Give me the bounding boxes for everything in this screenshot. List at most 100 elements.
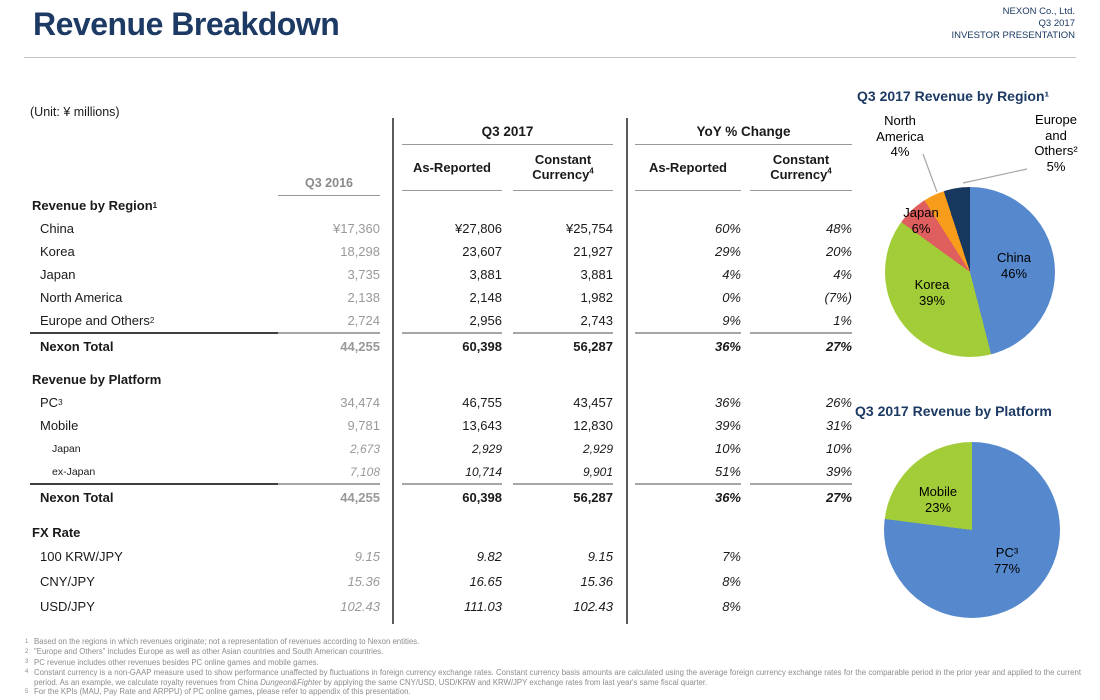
cell-as-reported: 13,643 <box>462 418 502 433</box>
cell-yoy-as-reported: 60% <box>714 221 741 236</box>
cell-yoy-constant-currency: 31% <box>825 418 852 433</box>
section-title: Revenue by Region 1 <box>32 198 158 213</box>
cell-constant-currency: 2,743 <box>580 313 613 328</box>
footnote-text: For the KPIs (MAU, Pay Rate and ARPPU) o… <box>34 687 411 697</box>
row-label: China <box>40 221 74 236</box>
cell-yoy-as-reported: 51% <box>714 464 741 479</box>
table-row-north-america: North America 2,138 2,148 1,982 0% (7%) <box>30 286 852 309</box>
cell-constant-currency: 56,287 <box>513 483 613 509</box>
footnote-text: "Europe and Others" includes Europe as w… <box>34 647 384 657</box>
cell-yoy-constant-currency <box>750 544 852 569</box>
col-header-text: Constant <box>534 152 592 167</box>
header-divider <box>24 57 1076 58</box>
cell-constant-currency: 15.36 <box>580 574 613 589</box>
col-header-text: As-Reported <box>412 159 491 175</box>
footnote: 3 PC revenue includes other revenues bes… <box>25 658 1081 668</box>
table-row-cny-jpy: CNY/JPY 15.36 16.65 15.36 8% <box>30 569 852 594</box>
section-header-fx-rate: FX Rate <box>30 521 852 544</box>
cell-as-reported: 3,881 <box>469 267 502 282</box>
row-label: Nexon Total <box>30 483 278 509</box>
cell-as-reported: 9.82 <box>476 549 502 564</box>
table-row-europe-others: Europe and Others 2 2,724 2,956 2,743 9% … <box>30 309 852 332</box>
cell-as-reported: ¥27,806 <box>455 221 502 236</box>
group-header-row: Q3 2017 YoY % Change <box>30 118 852 145</box>
table-row-nexon-total-platform: Nexon Total 44,255 60,398 56,287 36% 27% <box>30 483 852 507</box>
cell-as-reported: 16.65 <box>469 574 502 589</box>
row-label: Mobile <box>40 418 79 433</box>
footnote: 2 "Europe and Others" includes Europe as… <box>25 647 1081 657</box>
pie-label-korea: Korea 39% <box>914 277 950 308</box>
cell-yoy-as-reported: 29% <box>714 244 741 259</box>
cell-constant-currency: 9,901 <box>582 464 613 479</box>
cell-as-reported: 60,398 <box>402 483 502 509</box>
footnote-text: PC revenue includes other revenues besid… <box>34 657 319 667</box>
footnotes: 1 Based on the regions in which revenues… <box>25 637 1081 698</box>
table-row-usd-jpy: USD/JPY 102.43 111.03 102.43 8% <box>30 594 852 619</box>
pie-label-japan: Japan 6% <box>903 205 939 236</box>
cell-as-reported: 2,956 <box>469 313 502 328</box>
cell-constant-currency: 1,982 <box>580 290 613 305</box>
cell-constant-currency: 12,830 <box>573 418 613 433</box>
col-header-text: Currency4 <box>770 166 832 182</box>
cell-q3-2016: 18,298 <box>340 244 380 259</box>
unit-label: (Unit: ¥ millions) <box>30 105 120 119</box>
vertical-divider <box>626 118 628 624</box>
cell-yoy-as-reported: 36% <box>635 483 741 509</box>
footnote: 5 For the KPIs (MAU, Pay Rate and ARPPU)… <box>25 687 1081 697</box>
cell-yoy-constant-currency: 39% <box>825 464 852 479</box>
platform-pie-title: Q3 2017 Revenue by Platform <box>855 403 1052 419</box>
cell-q3-2016: ¥17,360 <box>333 221 380 236</box>
col-header-text: As-Reported <box>648 159 727 175</box>
cell-q3-2016: 2,724 <box>347 313 380 328</box>
table-row-pc: PC 3 34,474 46,755 43,457 36% 26% <box>30 391 852 414</box>
cell-q3-2016: 15.36 <box>347 574 380 589</box>
cell-yoy-as-reported: 0% <box>722 290 741 305</box>
row-label: ex-Japan <box>52 465 96 478</box>
cell-q3-2016: 102.43 <box>340 599 380 614</box>
platform-pie-chart <box>884 442 1060 618</box>
footnote-marker: 4 <box>25 669 29 676</box>
section-title: Revenue by Platform <box>32 372 162 387</box>
row-label: USD/JPY <box>40 599 95 614</box>
row-label: CNY/JPY <box>40 574 95 589</box>
cell-constant-currency: ¥25,754 <box>566 221 613 236</box>
cell-yoy-constant-currency <box>750 594 852 619</box>
cell-as-reported: 46,755 <box>462 395 502 410</box>
cell-as-reported: 111.03 <box>464 599 502 614</box>
footnote-marker: 5 <box>25 688 29 695</box>
cell-as-reported: 60,398 <box>402 332 502 358</box>
presentation-label: INVESTOR PRESENTATION <box>951 30 1075 41</box>
table-row-mobile: Mobile 9,781 13,643 12,830 39% 31% <box>30 414 852 437</box>
region-pie-chart <box>885 187 1055 357</box>
cell-constant-currency: 102.43 <box>573 599 613 614</box>
cell-as-reported: 10,714 <box>465 464 502 479</box>
col-header-q3-2016: Q3 2016 <box>278 144 380 196</box>
row-label: Nexon Total <box>30 332 278 358</box>
table-row-nexon-total-region: Nexon Total 44,255 60,398 56,287 36% 27% <box>30 332 852 356</box>
cell-q3-2016: 34,474 <box>340 395 380 410</box>
footnote-marker: 2 <box>25 648 29 655</box>
footnote-marker: 3 <box>25 659 29 666</box>
cell-q3-2016: 3,735 <box>347 267 380 282</box>
cell-as-reported: 23,607 <box>462 244 502 259</box>
revenue-table: Q3 2017 YoY % Change Q3 2016 As-Reported… <box>30 118 852 624</box>
cell-q3-2016: 9,781 <box>347 418 380 433</box>
cell-q3-2016: 44,255 <box>278 332 380 358</box>
footnote-text: Based on the regions in which revenues o… <box>34 637 420 646</box>
cell-constant-currency: 43,457 <box>573 395 613 410</box>
footnote: 4 Constant currency is a non-GAAP measur… <box>25 668 1081 688</box>
cell-constant-currency: 2,929 <box>582 441 613 456</box>
cell-q3-2016: 44,255 <box>278 483 380 509</box>
group-header-q3-2017: Q3 2017 <box>402 118 613 145</box>
footnote-marker: 1 <box>25 638 29 645</box>
cell-yoy-as-reported: 8% <box>722 574 741 589</box>
pie-label-europe-others: Europe and Others² 5% <box>1034 112 1078 174</box>
pie-label-china: China 46% <box>997 250 1031 281</box>
cell-yoy-constant-currency: 26% <box>825 395 852 410</box>
charts-column: Q3 2017 Revenue by Region¹ North America… <box>855 80 1100 640</box>
cell-yoy-constant-currency: (7%) <box>824 290 852 305</box>
cell-yoy-constant-currency: 48% <box>825 221 852 236</box>
region-pie-title: Q3 2017 Revenue by Region¹ <box>857 88 1050 104</box>
quarter-label: Q3 2017 <box>1038 18 1075 29</box>
table-row-mobile-japan: Japan 2,673 2,929 2,929 10% 10% <box>30 437 852 460</box>
